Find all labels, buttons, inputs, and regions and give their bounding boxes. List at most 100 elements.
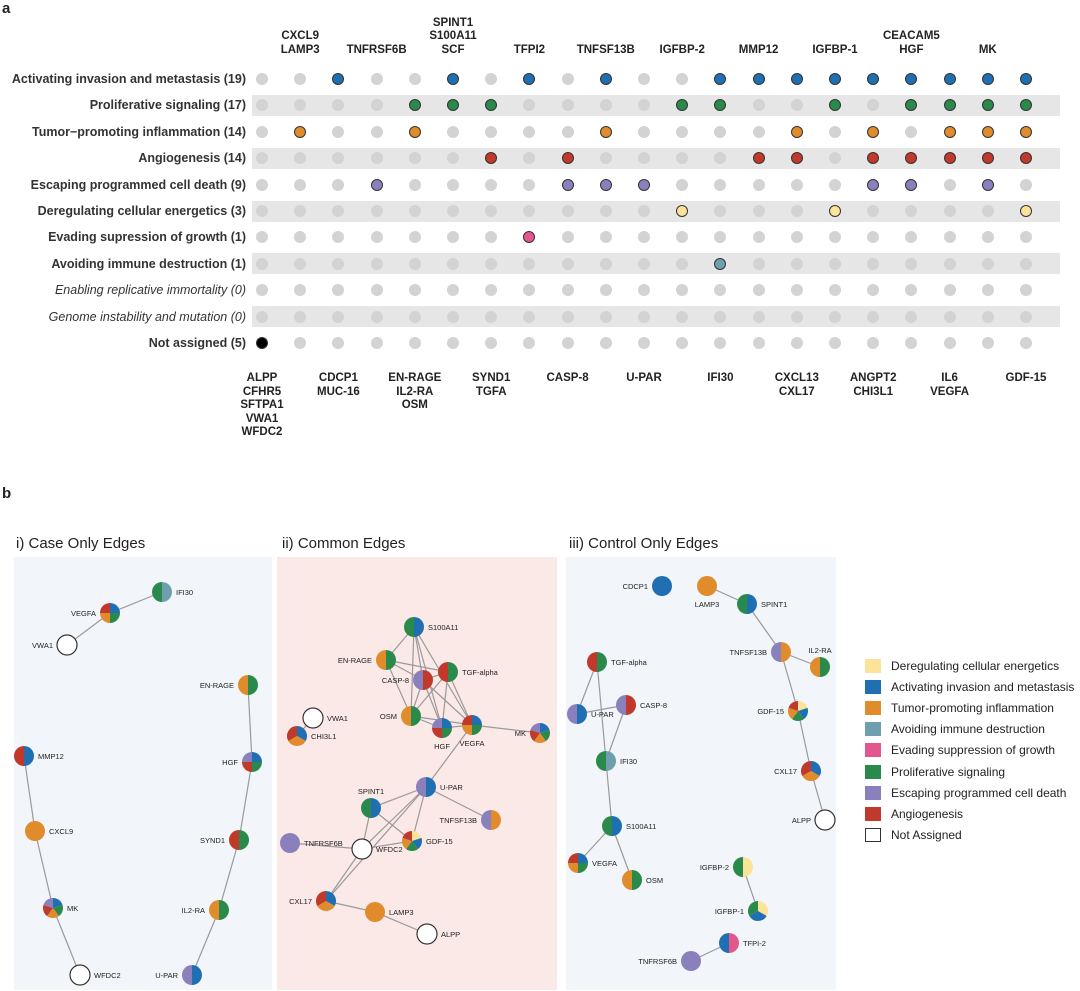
hallmark-dot-empty: [256, 284, 268, 297]
network-node: VEGFA: [71, 603, 120, 623]
column-label-bottom: ANGPT2 CHI3L1: [849, 372, 897, 398]
node-label: IL2-RA: [182, 906, 205, 915]
hallmark-dot-empty: [714, 231, 727, 244]
hallmark-dot-filled: [981, 125, 994, 138]
network-node: TFPI-2: [719, 933, 766, 953]
hallmark-dot-empty: [714, 125, 727, 138]
hallmark-dot-empty: [332, 337, 345, 349]
node-label: CDCP1: [623, 582, 648, 591]
network-edge: [471, 724, 541, 734]
hallmark-dot-filled: [599, 73, 612, 85]
hallmark-dot-empty: [676, 73, 689, 85]
hallmark-dot-filled: [905, 99, 918, 112]
hallmark-dot-empty: [676, 284, 689, 297]
hallmark-dot-empty: [752, 125, 765, 138]
node-label: MMP12: [38, 752, 64, 761]
hallmark-dot-filled: [485, 99, 498, 112]
hallmark-dot-empty: [714, 284, 727, 297]
hallmark-dot-empty: [447, 257, 459, 270]
case-only-title: i) Case Only Edges: [16, 535, 146, 552]
hallmark-dot-empty: [294, 99, 307, 112]
network-edge: [247, 684, 253, 763]
legend-item: Proliferative signaling: [865, 761, 1074, 782]
hallmark-dot-filled: [447, 99, 459, 112]
hallmark-dot-empty: [370, 337, 383, 349]
hallmark-dot-empty: [485, 178, 498, 191]
legend-item: Not Assigned: [865, 825, 1074, 846]
hallmark-dot-empty: [523, 257, 536, 270]
hallmark-dot-filled: [256, 337, 268, 349]
node-label: IGFBP-1: [715, 907, 744, 916]
hallmark-dot-empty: [294, 231, 307, 244]
hallmark-dot-empty: [1020, 337, 1032, 349]
hallmark-dot-empty: [485, 284, 498, 297]
network-node: IGFBP-1: [715, 901, 769, 922]
hallmark-dot-empty: [256, 205, 268, 217]
network-node: OSM: [380, 706, 421, 726]
hallmark-dot-empty: [981, 205, 994, 217]
hallmark-dot-empty: [370, 152, 383, 165]
legend-label: Not Assigned: [891, 828, 962, 843]
hallmark-dot-filled: [332, 73, 345, 85]
hallmark-dot-empty: [829, 152, 841, 165]
hallmark-dot-empty: [370, 205, 383, 217]
hallmark-dot-empty: [332, 284, 345, 297]
hallmark-dot-empty: [790, 284, 803, 297]
row-label: Deregulating cellular energetics (3): [37, 204, 246, 218]
column-label-bottom: SYND1 TGFA: [472, 372, 511, 398]
hallmark-dot-empty: [790, 231, 803, 244]
legend-label: Proliferative signaling: [891, 764, 1006, 779]
node-label: EN-RAGE: [200, 681, 234, 690]
hallmark-dot-empty: [561, 310, 574, 323]
hallmark-dot-filled: [981, 152, 994, 165]
hallmark-dot-empty: [981, 284, 994, 297]
hallmark-dot-empty: [905, 257, 918, 270]
network-node: HGF: [222, 752, 262, 772]
hallmark-dot-empty: [752, 337, 765, 349]
hallmark-dot-filled: [943, 73, 956, 85]
hallmark-dot-filled: [714, 257, 727, 270]
hallmark-dot-empty: [714, 205, 727, 217]
hallmark-dot-empty: [523, 152, 536, 165]
hallmark-dot-empty: [638, 310, 650, 323]
hallmark-dot-filled: [905, 73, 918, 85]
hallmark-dot-empty: [752, 178, 765, 191]
hallmark-dot-empty: [294, 337, 307, 349]
hallmark-dot-empty: [867, 257, 880, 270]
column-label-bottom: CDCP1 MUC-16: [316, 372, 360, 398]
network-node: U-PAR: [416, 777, 463, 797]
hallmark-dot-filled: [867, 125, 880, 138]
node-label: OSM: [380, 712, 397, 721]
hallmark-dot-filled: [599, 178, 612, 191]
legend-item: Escaping programmed cell death: [865, 782, 1074, 803]
hallmark-dot-empty: [829, 178, 841, 191]
common-title: ii) Common Edges: [282, 535, 406, 552]
network-edge: [52, 907, 81, 976]
hallmark-dot-filled: [676, 205, 689, 217]
hallmark-dot-empty: [981, 310, 994, 323]
hallmark-dot-empty: [905, 125, 918, 138]
node-label: CHI3L1: [311, 732, 336, 741]
hallmark-dot-empty: [447, 337, 459, 349]
network-node: IL2-RA: [808, 646, 832, 677]
hallmark-dot-empty: [294, 284, 307, 297]
legend-swatch: [865, 722, 881, 737]
row-label: Angiogenesis (14): [138, 151, 246, 166]
legend-label: Escaping programmed cell death: [891, 785, 1067, 800]
column-label-top: CEACAM5 HGF: [882, 30, 940, 56]
node-label: MK: [515, 729, 526, 738]
node-label: IFI30: [176, 588, 193, 597]
hallmark-dot-empty: [829, 257, 841, 270]
hallmark-dot-empty: [256, 231, 268, 244]
hallmark-dot-filled: [790, 125, 803, 138]
legend-swatch: [865, 679, 881, 694]
network-node: CHI3L1: [286, 726, 336, 746]
legend-label: Activating invasion and metastasis: [891, 679, 1075, 694]
hallmark-dot-empty: [790, 99, 803, 112]
hallmark-dot-filled: [561, 178, 574, 191]
column-label-bottom: IFI30: [707, 372, 734, 384]
hallmark-dot-empty: [332, 205, 345, 217]
node-label: MK: [67, 904, 78, 913]
node-label: VEGFA: [71, 609, 96, 618]
